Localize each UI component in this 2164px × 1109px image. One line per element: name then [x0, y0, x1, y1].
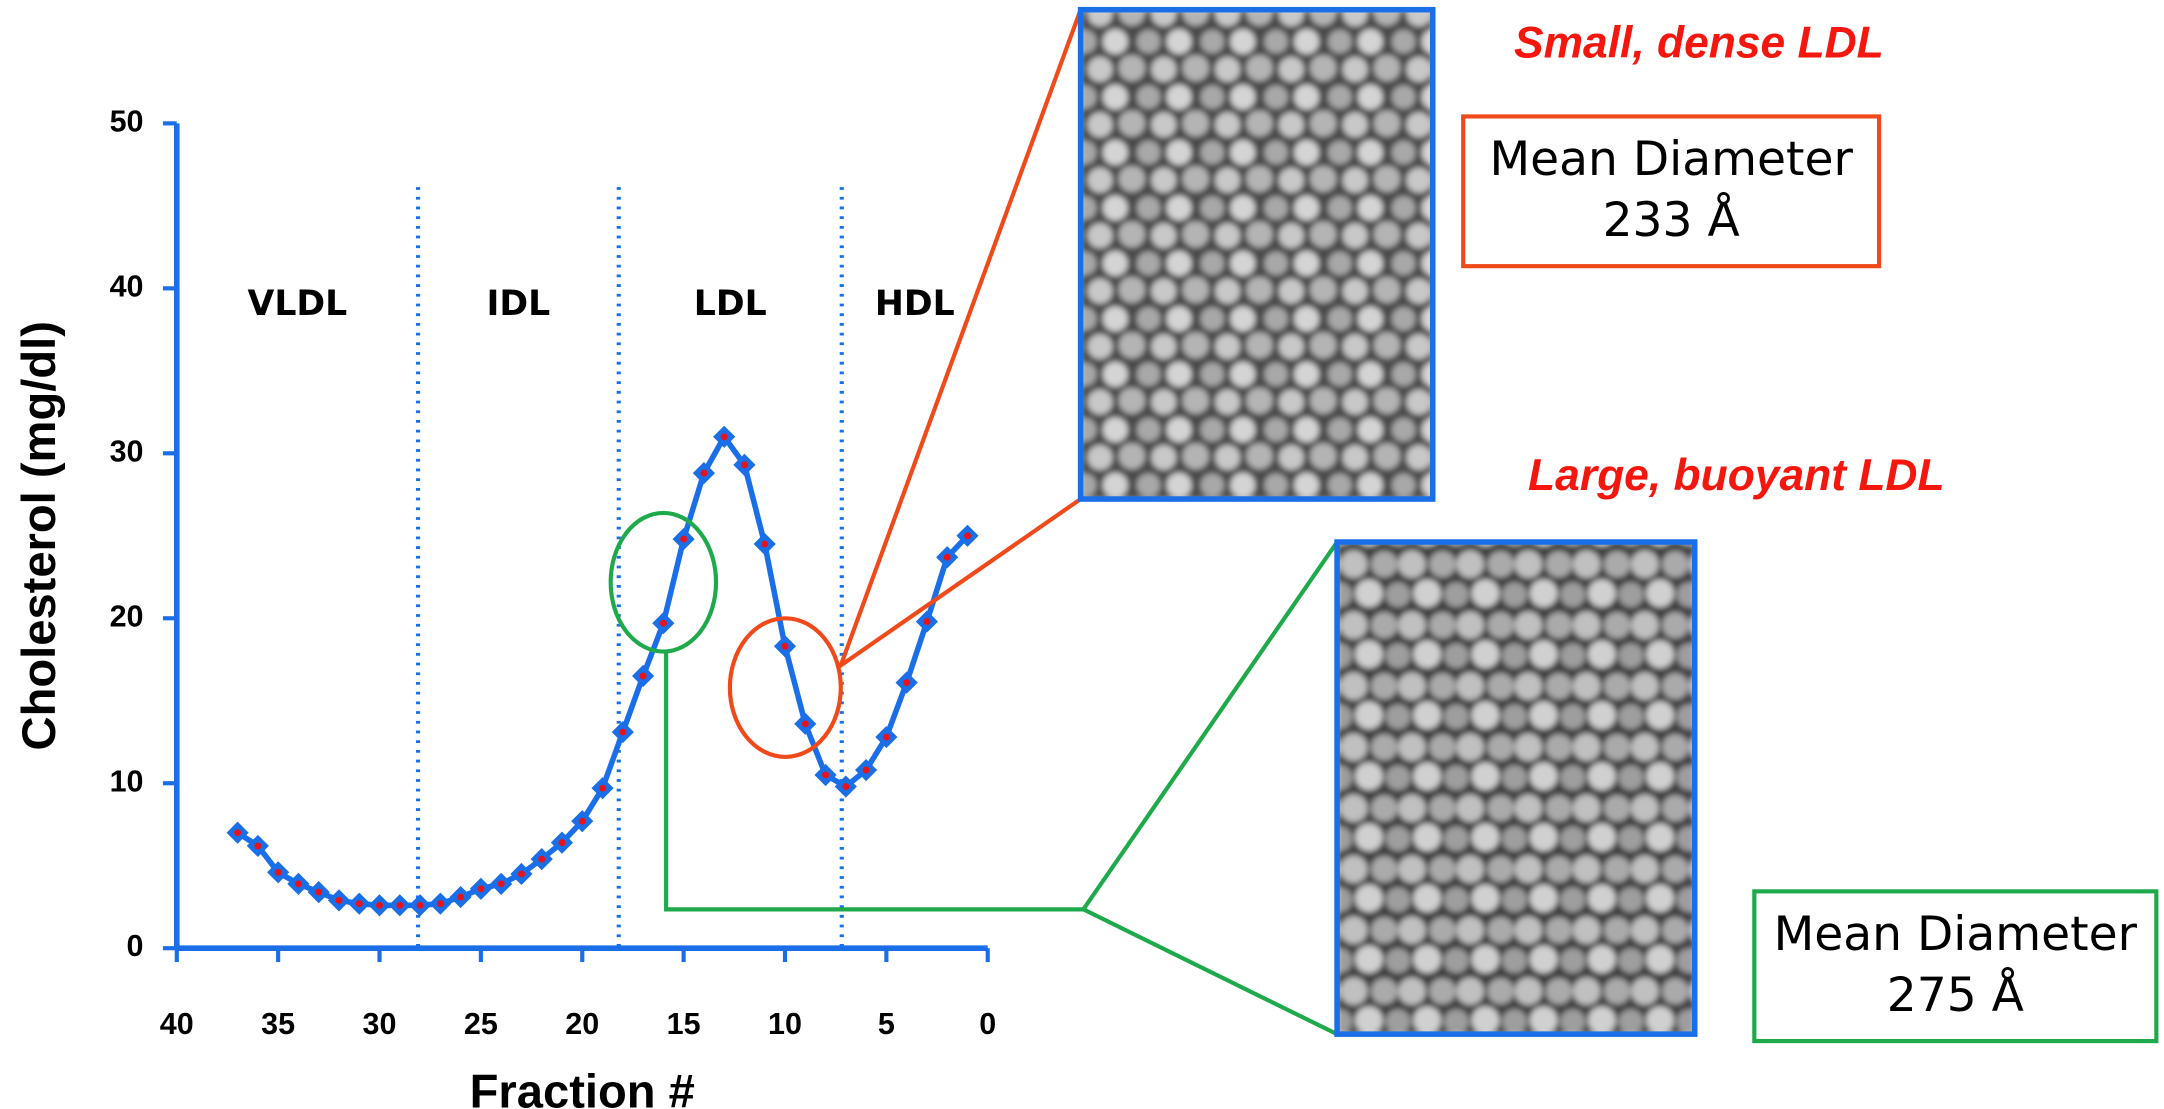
data-point-dot	[559, 839, 566, 846]
data-point-dot	[964, 532, 971, 539]
data-point-dot	[275, 869, 282, 876]
data-point-dot	[396, 902, 403, 909]
region-label: LDL	[694, 284, 767, 324]
x-tick-label: 0	[979, 1007, 996, 1041]
data-point-dot	[680, 536, 687, 543]
data-point-dot	[842, 783, 849, 790]
x-tick-label: 40	[160, 1007, 194, 1041]
y-tick-label: 20	[110, 599, 144, 633]
y-axis-label: Cholesterol (mg/dl)	[12, 321, 65, 750]
data-point-dot	[782, 643, 789, 650]
data-point-dot	[700, 470, 707, 477]
data-point-dot	[619, 729, 626, 736]
annotation-text: Mean Diameter	[1774, 907, 2138, 962]
data-point-dot	[437, 900, 444, 907]
region-label: IDL	[487, 284, 551, 324]
y-tick-label: 0	[127, 929, 144, 963]
region-label: VLDL	[248, 284, 348, 324]
figure: 010203040504035302520151050Fraction #Cho…	[0, 0, 2164, 1109]
data-point-dot	[640, 673, 647, 680]
micrograph-small	[1081, 10, 1433, 499]
data-point-dot	[315, 889, 322, 896]
y-tick-label: 10	[110, 764, 144, 798]
x-tick-label: 30	[363, 1007, 397, 1041]
x-tick-label: 10	[768, 1007, 802, 1041]
page: {"chart_data":{"type":"line", "xlabel":"…	[0, 0, 2164, 1109]
data-point-dot	[417, 902, 424, 909]
data-point-dot	[579, 818, 586, 825]
data-point-dot	[336, 897, 343, 904]
data-point-dot	[538, 856, 545, 863]
x-tick-label: 5	[878, 1007, 895, 1041]
x-tick-label: 35	[261, 1007, 295, 1041]
data-point-dot	[802, 720, 809, 727]
data-point-dot	[761, 541, 768, 548]
annotation-title: Large, buoyant LDL	[1528, 451, 1944, 500]
annotation-text: Mean Diameter	[1489, 132, 1853, 187]
x-tick-label: 20	[565, 1007, 599, 1041]
annotation-text: 275 Å	[1887, 966, 2024, 1023]
x-tick-label: 25	[464, 1007, 498, 1041]
micrograph	[1081, 10, 1433, 499]
callout-line	[1083, 542, 1337, 1034]
y-tick-label: 30	[110, 434, 144, 468]
data-point-dot	[863, 767, 870, 774]
y-tick-label: 40	[110, 269, 144, 303]
data-point-dot	[741, 461, 748, 468]
x-tick-label: 15	[667, 1007, 701, 1041]
y-tick-label: 50	[110, 104, 144, 138]
data-point-dot	[376, 902, 383, 909]
data-point-dot	[883, 734, 890, 741]
data-point-dot	[923, 618, 930, 625]
data-point-dot	[234, 829, 241, 836]
annotation-text: 233 Å	[1603, 191, 1740, 248]
callout-line	[841, 10, 1081, 666]
data-point-dot	[518, 870, 525, 877]
data-point-dot	[498, 880, 505, 887]
series-line	[238, 437, 968, 905]
annotation-title: Small, dense LDL	[1514, 18, 1884, 67]
data-point-dot	[254, 842, 261, 849]
data-point-dot	[599, 785, 606, 792]
data-point-dot	[457, 894, 464, 901]
data-point-dot	[822, 772, 829, 779]
x-axis-label: Fraction #	[470, 1065, 695, 1109]
data-point-dot	[903, 679, 910, 686]
region-label: HDL	[875, 284, 955, 324]
data-point-dot	[944, 554, 951, 561]
micrograph-large	[1337, 542, 1695, 1034]
micrograph	[1337, 542, 1695, 1034]
data-point-dot	[721, 433, 728, 440]
data-point-dot	[295, 880, 302, 887]
data-point-dot	[477, 885, 484, 892]
data-point-dot	[356, 900, 363, 907]
data-point-dot	[660, 620, 667, 627]
